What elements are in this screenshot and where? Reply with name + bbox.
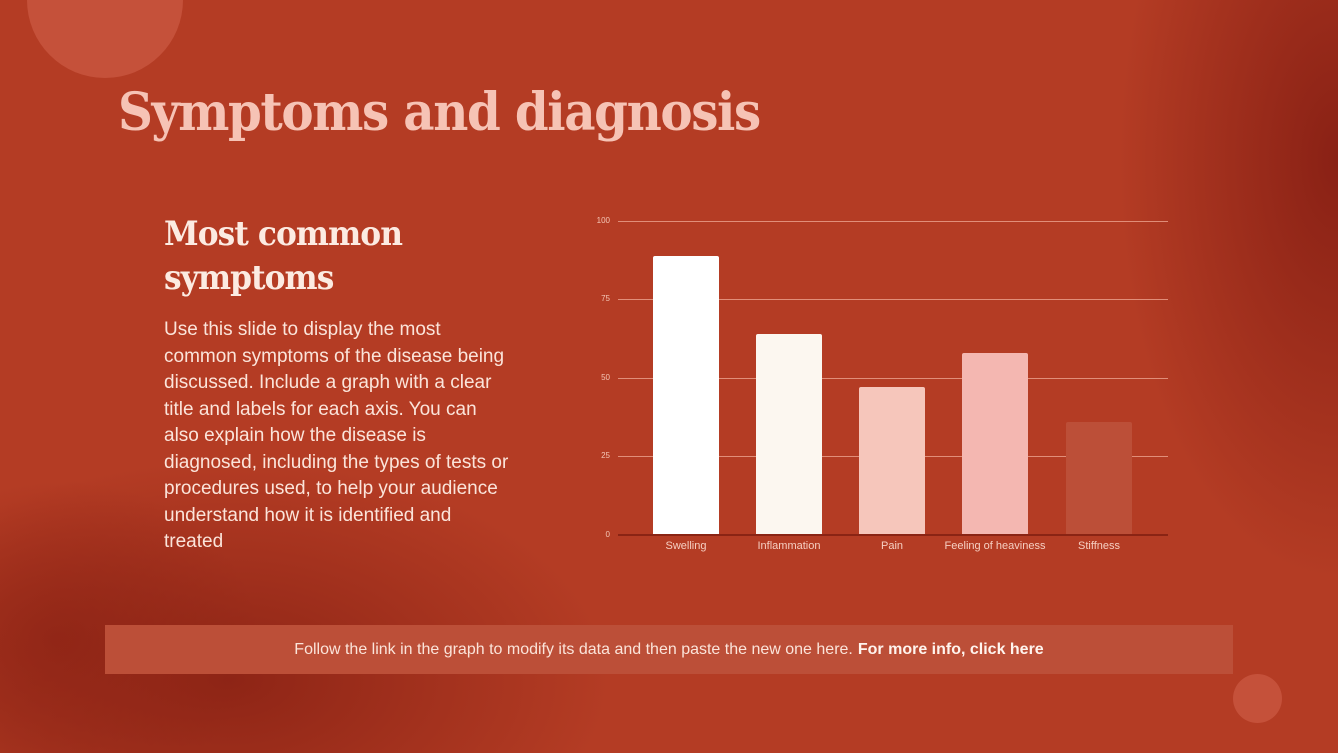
bar-chart[interactable]: 100 75 50 25 0 Swelling Inflammation Pai… [580, 200, 1180, 570]
bar-pain[interactable] [859, 387, 925, 535]
x-axis-baseline [618, 534, 1168, 536]
x-label-inflammation: Inflammation [757, 540, 821, 552]
gridline-100 [618, 221, 1168, 222]
footer-text: Follow the link in the graph to modify i… [294, 640, 853, 658]
gridline-50 [618, 378, 1168, 379]
page-title: Symptoms and diagnosis [118, 82, 761, 143]
x-label-stiffness: Stiffness [1078, 540, 1120, 552]
section-subtitle: Most common symptoms [164, 214, 403, 298]
bar-inflammation[interactable] [756, 334, 822, 535]
y-tick-100: 100 [596, 216, 610, 225]
more-info-link[interactable]: For more info, click here [857, 640, 1044, 658]
bar-swelling[interactable] [653, 255, 719, 535]
x-label-feeling-of-heaviness: Feeling of heaviness [944, 540, 1046, 552]
gridline-75 [618, 299, 1168, 300]
bar-stiffness[interactable] [1066, 421, 1132, 535]
y-tick-50: 50 [601, 373, 610, 382]
y-tick-75: 75 [601, 294, 610, 303]
decorative-circle-bottom [1233, 674, 1282, 723]
bar-feeling-of-heaviness[interactable] [962, 352, 1028, 535]
x-label-swelling: Swelling [665, 540, 707, 552]
x-label-pain: Pain [880, 540, 904, 552]
y-tick-25: 25 [601, 451, 610, 460]
footer-note-bar: Follow the link in the graph to modify i… [105, 625, 1233, 674]
y-tick-0: 0 [605, 530, 610, 539]
body-text: Use this slide to display the most commo… [164, 319, 509, 552]
